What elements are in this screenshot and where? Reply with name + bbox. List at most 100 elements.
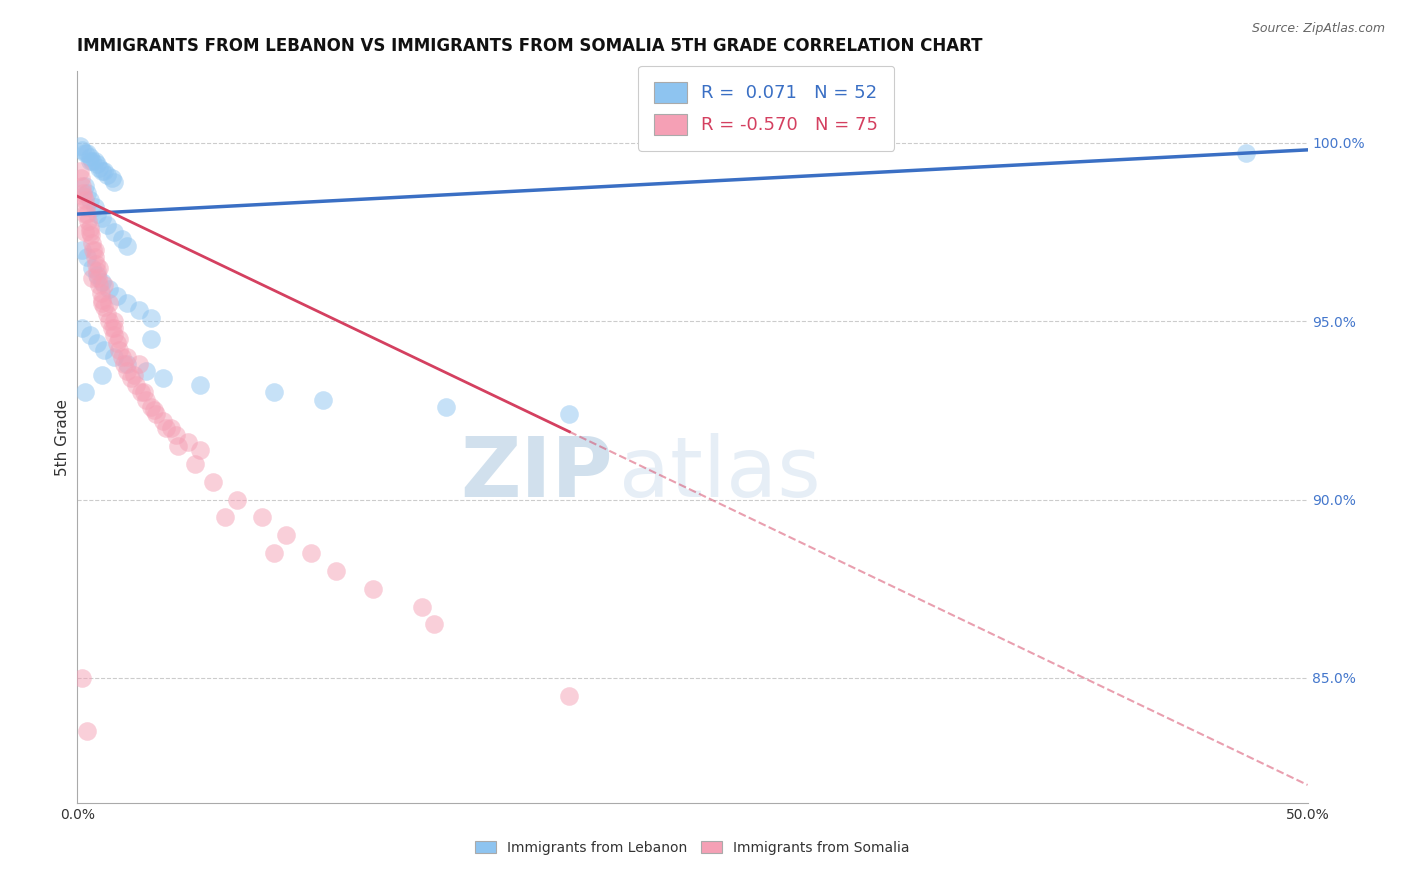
Point [82, 271, 104, 285]
Point [122, 368, 145, 382]
Point [177, 435, 200, 450]
Point [145, 407, 167, 421]
Point [250, 510, 273, 524]
Point [132, 385, 155, 400]
Point [73, 193, 96, 207]
Point [155, 421, 177, 435]
Point [129, 385, 153, 400]
Point [76, 207, 98, 221]
Point [72, 186, 94, 200]
Point [79, 225, 101, 239]
Point [79, 221, 101, 235]
Point [70, 143, 93, 157]
Point [115, 350, 138, 364]
Point [558, 689, 581, 703]
Point [93, 278, 115, 293]
Point [103, 350, 125, 364]
Point [75, 200, 97, 214]
Point [201, 475, 224, 489]
Point [103, 314, 125, 328]
Point [103, 175, 125, 189]
Point [188, 442, 212, 457]
Point [160, 421, 183, 435]
Point [263, 546, 285, 560]
Point [70, 171, 93, 186]
Point [105, 335, 128, 350]
Point [93, 164, 115, 178]
Point [152, 414, 174, 428]
Point [96, 168, 118, 182]
Point [103, 225, 125, 239]
Point [165, 428, 187, 442]
Point [70, 178, 93, 193]
Point [98, 314, 121, 328]
Point [90, 368, 114, 382]
Point [83, 153, 105, 168]
Point [111, 232, 132, 246]
Point [115, 239, 138, 253]
Point [69, 164, 91, 178]
Point [73, 207, 96, 221]
Point [84, 257, 107, 271]
Point [86, 264, 108, 278]
Point [214, 510, 236, 524]
Point [1234, 146, 1257, 161]
Point [76, 186, 98, 200]
Point [112, 357, 135, 371]
Point [103, 321, 125, 335]
Point [98, 282, 121, 296]
Text: Source: ZipAtlas.com: Source: ZipAtlas.com [1251, 22, 1385, 36]
Point [80, 228, 103, 243]
Point [76, 724, 98, 739]
Point [101, 321, 124, 335]
Point [90, 293, 114, 307]
Point [96, 307, 118, 321]
Point [70, 671, 93, 685]
Legend: Immigrants from Lebanon, Immigrants from Somalia: Immigrants from Lebanon, Immigrants from… [468, 834, 917, 862]
Point [90, 285, 112, 300]
Point [73, 178, 96, 193]
Point [83, 200, 105, 214]
Point [105, 289, 128, 303]
Point [135, 392, 157, 407]
Point [141, 400, 163, 414]
Point [152, 371, 174, 385]
Point [93, 300, 115, 314]
Point [226, 492, 249, 507]
Point [90, 164, 114, 178]
Point [96, 218, 118, 232]
Y-axis label: 5th Grade: 5th Grade [55, 399, 70, 475]
Point [86, 335, 108, 350]
Point [135, 364, 157, 378]
Point [90, 211, 114, 225]
Point [111, 350, 132, 364]
Point [276, 528, 298, 542]
Point [142, 403, 165, 417]
Point [82, 153, 104, 168]
Point [79, 150, 101, 164]
Point [325, 564, 347, 578]
Point [101, 171, 124, 186]
Text: IMMIGRANTS FROM LEBANON VS IMMIGRANTS FROM SOMALIA 5TH GRADE CORRELATION CHART: IMMIGRANTS FROM LEBANON VS IMMIGRANTS FR… [77, 37, 983, 54]
Point [558, 407, 581, 421]
Text: atlas: atlas [619, 434, 820, 514]
Point [70, 321, 93, 335]
Point [73, 385, 96, 400]
Point [89, 260, 111, 275]
Point [108, 343, 131, 357]
Point [77, 214, 100, 228]
Point [86, 207, 108, 221]
Point [436, 400, 458, 414]
Point [87, 271, 110, 285]
Point [82, 260, 104, 275]
Point [79, 153, 101, 168]
Point [128, 303, 150, 318]
Point [79, 328, 101, 343]
Point [83, 243, 105, 257]
Point [263, 385, 285, 400]
Point [89, 278, 111, 293]
Point [128, 357, 150, 371]
Point [167, 439, 190, 453]
Point [141, 332, 163, 346]
Point [108, 332, 131, 346]
